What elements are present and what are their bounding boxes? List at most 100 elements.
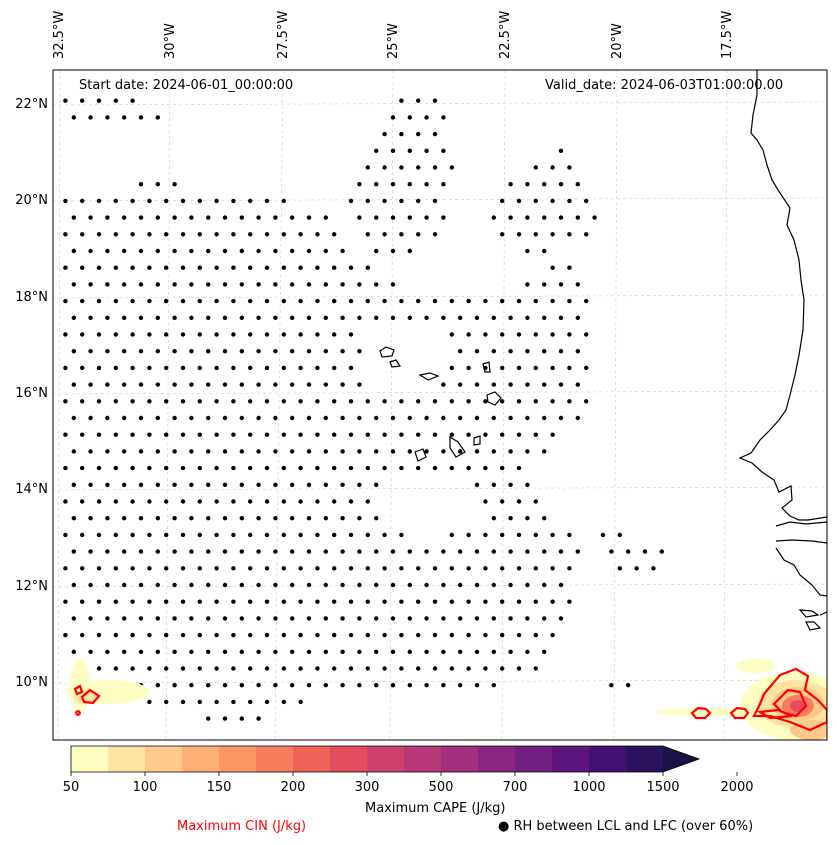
rh-dot (214, 365, 219, 371)
rh-dot (264, 666, 270, 671)
rh-dot (248, 232, 253, 237)
rh-dot (130, 98, 135, 103)
rh-dot (239, 248, 244, 254)
rh-dot (491, 382, 496, 387)
rh-dot (88, 215, 93, 220)
rh-dot (206, 516, 211, 521)
rh-dot (189, 215, 194, 220)
rh-dot (197, 232, 202, 237)
rh-dot (348, 298, 354, 304)
rh-dot (231, 499, 236, 504)
rh-dot (424, 649, 429, 654)
rh-dot (63, 298, 68, 304)
rh-dot (63, 98, 68, 103)
rh-dot (71, 582, 77, 588)
rh-dot (449, 298, 454, 304)
rh-dot (500, 298, 505, 304)
rh-dot (508, 415, 513, 421)
rh-dot (491, 616, 496, 621)
rh-dot (340, 282, 345, 287)
rh-dot (290, 582, 295, 588)
rh-dot (449, 365, 454, 371)
rh-dot (348, 465, 354, 471)
rh-dot (508, 449, 513, 454)
rh-dot (407, 248, 412, 254)
rh-dot (180, 298, 186, 304)
rh-dot (298, 265, 303, 270)
rh-dot (483, 465, 488, 471)
rh-dot (189, 449, 194, 454)
rh-dot (281, 298, 286, 304)
rh-dot (222, 282, 228, 287)
rh-dot (63, 232, 68, 237)
rh-dot (256, 382, 261, 387)
rh-dot (180, 432, 186, 437)
rh-dot (348, 632, 354, 638)
rh-dot (256, 349, 261, 354)
rh-dot (189, 649, 194, 654)
rh-dot (222, 382, 228, 387)
rh-dot (113, 632, 119, 638)
rh-dot (63, 399, 68, 404)
rh-dot (206, 215, 211, 220)
rh-dot (315, 432, 320, 437)
rh-dot (357, 215, 362, 220)
rh-dot (315, 298, 320, 304)
rh-dot (273, 215, 278, 220)
rh-dot (96, 432, 102, 437)
rh-dot (432, 666, 438, 671)
rh-dot (432, 432, 438, 437)
rh-dot (256, 683, 261, 688)
rh-dot (189, 248, 194, 254)
rh-dot (155, 349, 160, 354)
rh-dot (416, 232, 421, 237)
rh-dot (155, 449, 160, 454)
rh-dot (155, 248, 160, 254)
rh-dot (80, 532, 85, 538)
rh-dot (63, 532, 68, 538)
rh-dot (164, 232, 169, 237)
rh-dot (248, 666, 253, 671)
rh-dot (80, 298, 85, 304)
rh-dot (281, 599, 286, 604)
rh-dot (575, 382, 580, 387)
rh-dot (466, 632, 471, 638)
rh-dot (449, 532, 454, 538)
rh-dot (315, 232, 320, 237)
colorbar-segment (626, 746, 664, 772)
lon-label-22-5w: 22.5°W (498, 10, 513, 59)
rh-dot (424, 683, 429, 688)
rh-dot (458, 349, 463, 354)
colorbar-segment (71, 746, 109, 772)
rh-dot (424, 148, 429, 153)
rh-dot (80, 399, 85, 404)
rh-dot (365, 599, 370, 604)
rh-dot (164, 265, 169, 270)
rh-dot (567, 599, 572, 604)
rh-dot (500, 332, 505, 337)
rh-dot (180, 566, 186, 571)
rh-dot (138, 215, 144, 220)
rh-dot (197, 599, 202, 604)
rh-dot (315, 532, 320, 538)
rh-dot (365, 165, 370, 170)
rh-dot (416, 566, 421, 571)
rh-dot (122, 582, 127, 588)
rh-dot (63, 265, 68, 270)
rh-dot (474, 616, 480, 621)
rh-dot (164, 499, 169, 504)
rh-dot (273, 482, 278, 487)
rh-dot (155, 415, 160, 421)
rh-dot (575, 182, 580, 187)
colorbar-tick-500: 500 (428, 780, 454, 795)
rh-dot (491, 649, 496, 654)
rh-dot (222, 549, 228, 554)
cin-contours (73, 667, 827, 732)
rh-dot (239, 349, 244, 354)
rh-dot (63, 566, 68, 571)
rh-dot (315, 666, 320, 671)
rh-dot (323, 449, 328, 454)
rh-dot (197, 399, 202, 404)
rh-dot (516, 666, 522, 671)
rh-dot (306, 248, 312, 254)
